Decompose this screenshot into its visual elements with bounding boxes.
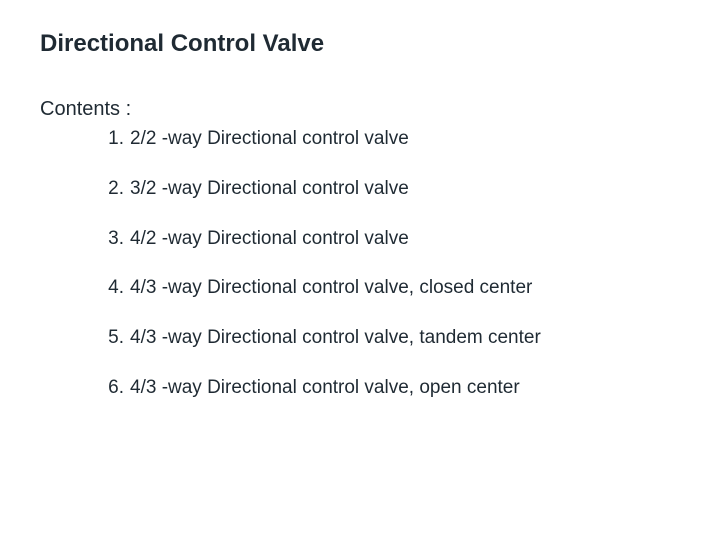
- list-item: 4/3 -way Directional control valve, tand…: [130, 326, 680, 350]
- contents-list: 2/2 -way Directional control valve 3/2 -…: [40, 127, 680, 400]
- list-item: 4/3 -way Directional control valve, clos…: [130, 276, 680, 300]
- contents-label: Contents :: [40, 98, 680, 121]
- list-item: 4/3 -way Directional control valve, open…: [130, 376, 680, 400]
- page-title: Directional Control Valve: [40, 30, 680, 58]
- list-item: 2/2 -way Directional control valve: [130, 127, 680, 151]
- list-item: 3/2 -way Directional control valve: [130, 177, 680, 201]
- slide-container: Directional Control Valve Contents : 2/2…: [0, 0, 720, 540]
- list-item: 4/2 -way Directional control valve: [130, 227, 680, 251]
